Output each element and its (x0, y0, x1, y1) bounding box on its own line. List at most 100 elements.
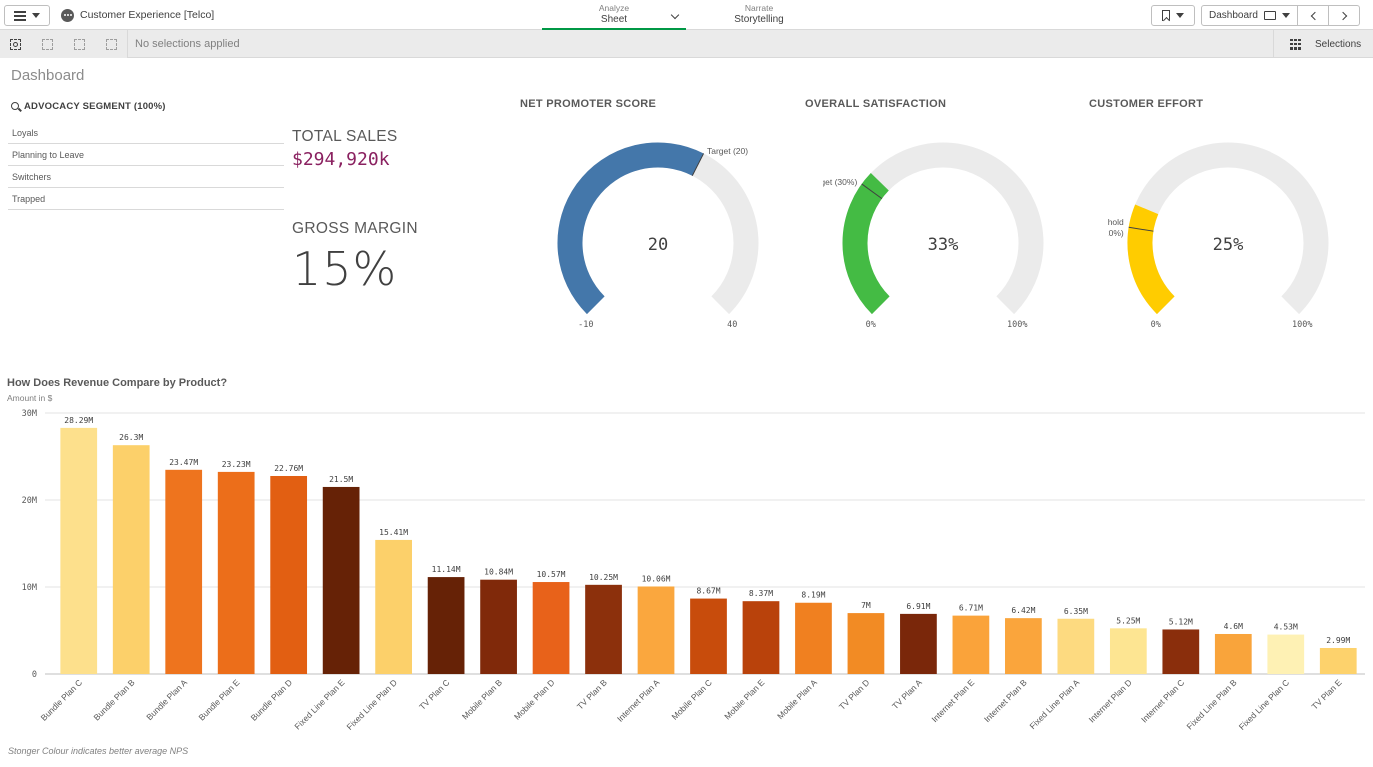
gauge-satisfaction[interactable]: Target (30%) 33% 0% 100% (823, 140, 1063, 340)
bar[interactable] (1005, 618, 1042, 674)
bar[interactable] (1109, 628, 1147, 674)
tab-analyze-sheet[interactable]: Analyze Sheet (542, 3, 686, 30)
bar[interactable] (112, 445, 150, 674)
grid-icon (1290, 38, 1301, 50)
data-label: 4.6M (1224, 622, 1243, 631)
app-icon (61, 9, 74, 22)
selections-label: Selections (1315, 38, 1362, 50)
filter-item-switchers[interactable]: Switchers (8, 166, 284, 188)
gauge-reference-label: Target (20) (707, 146, 748, 156)
bar[interactable] (1057, 618, 1095, 674)
x-tick-label: Fixed Line Plan B (1185, 677, 1239, 731)
x-tick-label: Bundle Plan B (91, 677, 136, 722)
filter-pane-advocacy-segment: ADVOCACY SEGMENT (100%) Loyals Planning … (8, 98, 284, 210)
sheet-selector-label: Dashboard (1209, 10, 1258, 21)
hamburger-icon (14, 10, 26, 21)
filter-item-trapped[interactable]: Trapped (8, 188, 284, 210)
data-label: 23.23M (222, 460, 251, 469)
caret-down-icon (1176, 13, 1184, 18)
monitor-icon (1263, 11, 1276, 20)
bar[interactable] (585, 584, 622, 674)
tab-sublabel: Narrate (744, 3, 774, 13)
x-tick-label: Internet Plan C (1139, 677, 1186, 724)
step-back-tool[interactable] (32, 30, 64, 58)
chart-subtitle: Amount in $ (7, 393, 53, 403)
bar[interactable] (742, 601, 780, 674)
bar[interactable] (270, 475, 308, 674)
gauge-track (842, 142, 1044, 315)
x-tick-label: Internet Plan E (929, 677, 976, 724)
gauge-nps[interactable]: Target (20) 20 -10 40 (538, 140, 778, 340)
bar[interactable] (165, 469, 203, 674)
gauge-max-label: 100% (1007, 320, 1027, 330)
clear-selections-icon (105, 38, 117, 50)
data-label: 11.14M (432, 565, 461, 574)
gauge-value-arc (842, 173, 890, 315)
bookmark-button[interactable] (1151, 5, 1195, 26)
x-tick-label: Mobile Plan B (460, 677, 504, 721)
data-label: 23.47M (169, 458, 198, 467)
data-label: 6.35M (1064, 607, 1088, 616)
x-tick-label: Mobile Plan E (722, 677, 766, 721)
selections-button[interactable]: Selections (1273, 30, 1373, 58)
data-label: 10.06M (642, 574, 671, 583)
global-menu-button[interactable] (4, 5, 50, 26)
x-tick-label: Mobile Plan D (512, 677, 556, 721)
data-label: 22.76M (274, 464, 303, 473)
data-label: 5.25M (1116, 616, 1140, 625)
filter-item-planning-to-leave[interactable]: Planning to Leave (8, 144, 284, 166)
y-tick-label: 10M (22, 583, 37, 593)
step-forward-tool[interactable] (64, 30, 96, 58)
bar[interactable] (1319, 647, 1357, 674)
sheet-selector-button[interactable]: Dashboard (1201, 5, 1298, 26)
data-label: 6.42M (1011, 606, 1035, 615)
tab-label: Sheet (600, 14, 628, 25)
bar[interactable] (795, 602, 832, 674)
bar[interactable] (1267, 634, 1305, 674)
gauge-min-label: -10 (578, 320, 593, 330)
gauge-effort[interactable]: Threshold(20%) 25% 0% 100% (1108, 140, 1348, 340)
x-tick-label: Internet Plan D (1087, 677, 1134, 724)
chevron-right-icon (1338, 11, 1347, 20)
bar[interactable] (690, 598, 727, 674)
clear-selections-tool[interactable] (95, 30, 127, 58)
gauge-value-label: 33% (928, 235, 959, 255)
smart-search-tool[interactable] (0, 30, 32, 58)
filter-header[interactable]: ADVOCACY SEGMENT (100%) (11, 98, 284, 114)
gauge-min-label: 0% (866, 320, 876, 330)
data-label: 15.41M (379, 528, 408, 537)
kpi-total-sales-label: TOTAL SALES (292, 128, 398, 145)
data-label: 2.99M (1326, 636, 1350, 645)
bar[interactable] (637, 586, 675, 674)
bar[interactable] (427, 577, 465, 674)
data-label: 8.37M (749, 589, 773, 598)
gauge-title-nps: NET PROMOTER SCORE (520, 98, 657, 110)
next-sheet-button[interactable] (1329, 5, 1360, 26)
bar[interactable] (1214, 633, 1252, 674)
revenue-bar-chart[interactable]: 0 10M 20M 30M 28.29M Bundle Plan C 26.3M Bundle… (0, 405, 1373, 740)
x-tick-label: Fixed Line Plan A (1027, 677, 1081, 731)
bar[interactable] (532, 582, 570, 674)
bar[interactable] (900, 613, 937, 674)
gauge-reference-label: Target (30%) (823, 177, 857, 187)
tab-narrate-storytelling[interactable]: Narrate Storytelling (700, 3, 818, 30)
data-label: 6.91M (906, 602, 930, 611)
data-label: 4.53M (1274, 623, 1298, 632)
bar[interactable] (847, 613, 885, 674)
x-tick-label: Internet Plan B (982, 677, 1029, 724)
bar[interactable] (217, 471, 255, 674)
bar[interactable] (322, 486, 360, 674)
previous-sheet-button[interactable] (1298, 5, 1329, 26)
bar[interactable] (480, 579, 517, 674)
bar[interactable] (60, 427, 98, 674)
y-tick-label: 30M (22, 409, 37, 419)
gauge-max-label: 40 (727, 320, 737, 330)
bar[interactable] (375, 539, 412, 674)
filter-item-loyals[interactable]: Loyals (8, 122, 284, 144)
gauge-value-arc (1127, 204, 1175, 315)
selection-status: No selections applied (135, 38, 240, 50)
x-tick-label: Mobile Plan C (669, 677, 713, 721)
y-tick-label: 20M (22, 496, 37, 506)
bar[interactable] (1162, 629, 1200, 674)
bar[interactable] (952, 615, 990, 674)
